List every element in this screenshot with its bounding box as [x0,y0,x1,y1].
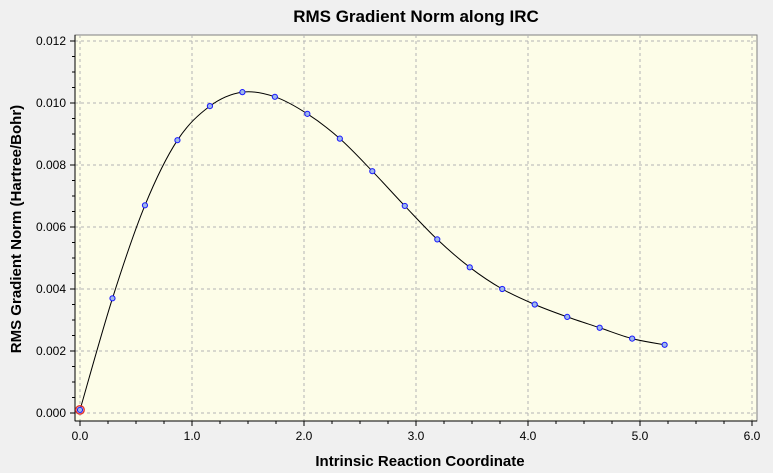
data-point [596,324,603,331]
y-tick-label: 0.008 [36,158,66,172]
x-tick-label: 6.0 [744,429,761,443]
x-tick-label: 5.0 [632,429,649,443]
y-tick-label: 0.002 [36,344,66,358]
highlight-point-marker [75,404,85,415]
y-tick-label: 0.010 [36,96,66,110]
grid-layer [75,35,757,421]
x-tick-label: 2.0 [296,429,313,443]
data-point [174,137,181,144]
data-point [564,313,571,320]
x-tick-label: 1.0 [184,429,201,443]
data-point [531,301,538,308]
x-tick-label: 3.0 [408,429,425,443]
x-tick-label: 0.0 [72,429,89,443]
data-point [141,202,149,209]
y-tick-label: 0.006 [36,220,66,234]
data-point [206,103,214,110]
x-axis-label: Intrinsic Reaction Coordinate [315,453,524,470]
data-point [466,264,473,271]
data-point [499,285,506,293]
data-point [76,406,84,413]
y-tick-label: 0.004 [36,282,66,296]
data-point [369,168,376,175]
ticks-layer: 0.0 1.0 2.0 3.0 4.0 5.0 6.0 0.000 0.002 0.004 0.00… [36,34,761,443]
data-point [271,93,278,100]
data-point [661,341,668,348]
data-point [629,335,636,342]
data-point [239,89,246,96]
data-point [336,135,343,142]
y-axis-label: RMS Gradient Norm (Hartree/Bohr) [8,105,25,353]
data-point [401,202,408,210]
data-point [109,295,116,302]
series-layer [75,89,668,415]
x-tick-label: 4.0 [520,429,537,443]
data-point [434,236,441,243]
y-tick-label: 0.012 [36,34,66,48]
chart-title: RMS Gradient Norm along IRC [293,7,539,26]
y-tick-label: 0.000 [36,406,66,420]
data-point [304,110,311,117]
